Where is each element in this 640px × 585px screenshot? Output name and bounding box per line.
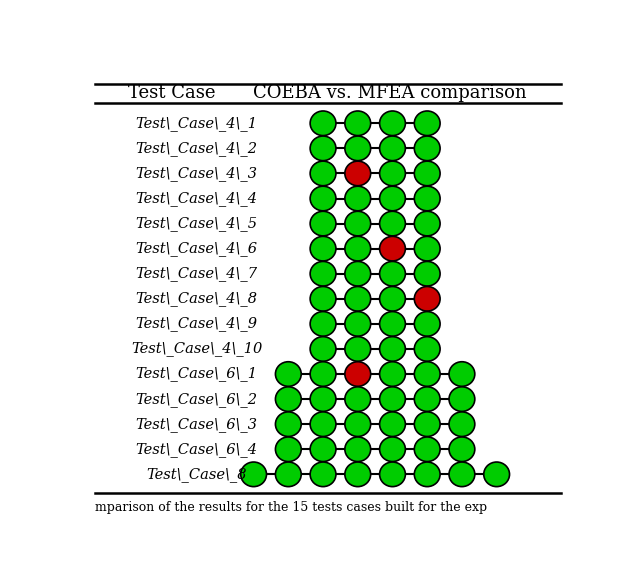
Text: Test\_Case\_8: Test\_Case\_8 (147, 467, 247, 482)
Ellipse shape (414, 111, 440, 136)
Ellipse shape (310, 161, 336, 185)
Ellipse shape (345, 261, 371, 286)
Ellipse shape (345, 462, 371, 487)
Text: Test\_Case\_4\_7: Test\_Case\_4\_7 (136, 266, 257, 281)
Ellipse shape (414, 412, 440, 436)
Ellipse shape (449, 362, 475, 386)
Ellipse shape (241, 462, 266, 487)
Ellipse shape (310, 186, 336, 211)
Text: Test\_Case\_4\_3: Test\_Case\_4\_3 (136, 166, 257, 181)
Text: Test\_Case\_4\_2: Test\_Case\_4\_2 (136, 141, 257, 156)
Ellipse shape (380, 362, 405, 386)
Ellipse shape (275, 462, 301, 487)
Ellipse shape (310, 261, 336, 286)
Ellipse shape (345, 111, 371, 136)
Ellipse shape (275, 387, 301, 411)
Ellipse shape (310, 362, 336, 386)
Ellipse shape (310, 336, 336, 362)
Ellipse shape (380, 136, 405, 161)
Text: COEBA vs. MFEA comparison: COEBA vs. MFEA comparison (253, 84, 527, 102)
Ellipse shape (380, 161, 405, 185)
Ellipse shape (310, 287, 336, 311)
Text: Test\_Case\_4\_1: Test\_Case\_4\_1 (136, 116, 257, 130)
Ellipse shape (380, 387, 405, 411)
Ellipse shape (449, 437, 475, 462)
Ellipse shape (414, 186, 440, 211)
Ellipse shape (310, 312, 336, 336)
Ellipse shape (345, 362, 371, 386)
Ellipse shape (275, 362, 301, 386)
Ellipse shape (310, 236, 336, 261)
Ellipse shape (414, 261, 440, 286)
Text: Test\_Case\_6\_3: Test\_Case\_6\_3 (136, 417, 257, 432)
Ellipse shape (449, 462, 475, 487)
Ellipse shape (414, 362, 440, 386)
Ellipse shape (380, 236, 405, 261)
Ellipse shape (380, 412, 405, 436)
Ellipse shape (310, 211, 336, 236)
Text: Test\_Case\_4\_8: Test\_Case\_4\_8 (136, 291, 257, 306)
Ellipse shape (414, 336, 440, 362)
Ellipse shape (275, 437, 301, 462)
Ellipse shape (345, 287, 371, 311)
Ellipse shape (380, 287, 405, 311)
Ellipse shape (380, 186, 405, 211)
Ellipse shape (310, 437, 336, 462)
Text: Test\_Case\_4\_5: Test\_Case\_4\_5 (136, 216, 257, 231)
Ellipse shape (414, 287, 440, 311)
Ellipse shape (345, 412, 371, 436)
Ellipse shape (275, 412, 301, 436)
Text: Test\_Case\_4\_4: Test\_Case\_4\_4 (136, 191, 257, 206)
Ellipse shape (414, 312, 440, 336)
Ellipse shape (414, 462, 440, 487)
Ellipse shape (345, 437, 371, 462)
Ellipse shape (380, 261, 405, 286)
Ellipse shape (345, 136, 371, 161)
Ellipse shape (380, 437, 405, 462)
Ellipse shape (380, 211, 405, 236)
Ellipse shape (414, 211, 440, 236)
Ellipse shape (449, 387, 475, 411)
Text: Test\_Case\_6\_4: Test\_Case\_6\_4 (136, 442, 257, 457)
Ellipse shape (414, 136, 440, 161)
Ellipse shape (380, 462, 405, 487)
Text: Test Case: Test Case (128, 84, 216, 102)
Text: mparison of the results for the 15 tests cases built for the exp: mparison of the results for the 15 tests… (95, 501, 487, 514)
Text: Test\_Case\_6\_2: Test\_Case\_6\_2 (136, 392, 257, 407)
Ellipse shape (345, 236, 371, 261)
Ellipse shape (345, 336, 371, 362)
Ellipse shape (345, 387, 371, 411)
Text: Test\_Case\_4\_10: Test\_Case\_4\_10 (131, 342, 262, 356)
Ellipse shape (345, 186, 371, 211)
Ellipse shape (310, 111, 336, 136)
Ellipse shape (380, 336, 405, 362)
Ellipse shape (310, 387, 336, 411)
Ellipse shape (484, 462, 509, 487)
Ellipse shape (310, 462, 336, 487)
Ellipse shape (345, 211, 371, 236)
Ellipse shape (345, 312, 371, 336)
Ellipse shape (414, 387, 440, 411)
Ellipse shape (449, 412, 475, 436)
Text: Test\_Case\_4\_9: Test\_Case\_4\_9 (136, 316, 257, 331)
Ellipse shape (310, 412, 336, 436)
Ellipse shape (414, 236, 440, 261)
Text: Test\_Case\_4\_6: Test\_Case\_4\_6 (136, 241, 257, 256)
Ellipse shape (380, 111, 405, 136)
Ellipse shape (380, 312, 405, 336)
Ellipse shape (414, 437, 440, 462)
Ellipse shape (345, 161, 371, 185)
Ellipse shape (414, 161, 440, 185)
Ellipse shape (310, 136, 336, 161)
Text: Test\_Case\_6\_1: Test\_Case\_6\_1 (136, 367, 257, 381)
